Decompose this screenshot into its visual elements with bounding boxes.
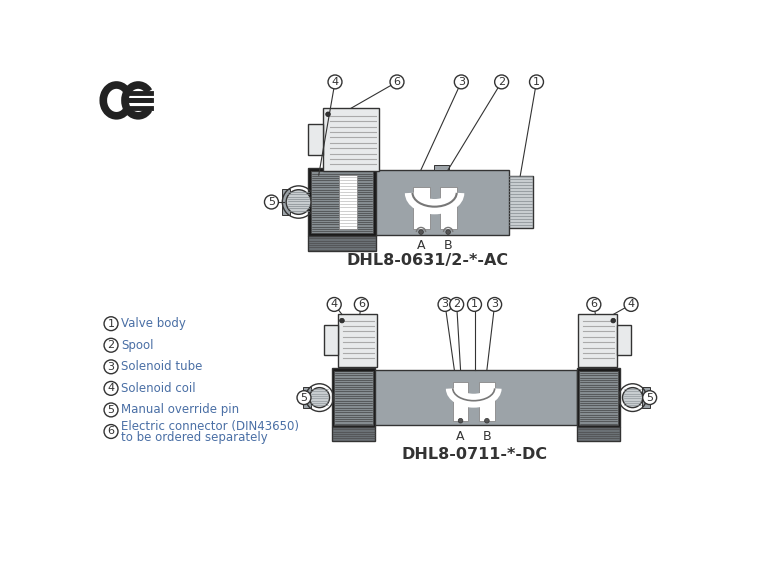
Text: 3: 3 bbox=[108, 362, 114, 372]
Circle shape bbox=[624, 298, 638, 311]
Bar bbox=[412, 187, 430, 229]
Text: 6: 6 bbox=[358, 299, 365, 310]
Circle shape bbox=[104, 403, 118, 417]
Bar bbox=[332, 368, 375, 427]
Text: 6: 6 bbox=[590, 299, 597, 310]
Circle shape bbox=[104, 382, 118, 396]
Bar bbox=[372, 370, 577, 425]
Text: 2: 2 bbox=[108, 340, 114, 350]
Text: 1: 1 bbox=[533, 77, 540, 87]
Bar bbox=[332, 427, 375, 441]
Text: 3: 3 bbox=[458, 77, 465, 87]
Bar bbox=[324, 325, 338, 354]
Bar bbox=[617, 325, 631, 354]
Circle shape bbox=[587, 298, 601, 311]
Bar bbox=[338, 314, 377, 367]
Bar bbox=[434, 165, 449, 170]
Circle shape bbox=[297, 391, 311, 405]
Circle shape bbox=[449, 298, 464, 311]
Bar bbox=[311, 171, 373, 233]
Circle shape bbox=[340, 318, 344, 323]
Bar bbox=[578, 314, 617, 367]
Bar bbox=[642, 387, 650, 408]
Circle shape bbox=[468, 298, 481, 311]
Text: 6: 6 bbox=[393, 77, 400, 87]
Text: A: A bbox=[417, 240, 425, 252]
Bar bbox=[334, 371, 373, 425]
Text: A: A bbox=[456, 430, 465, 443]
Circle shape bbox=[495, 75, 509, 89]
Bar bbox=[577, 368, 620, 427]
Text: Spool: Spool bbox=[121, 339, 154, 351]
Bar bbox=[282, 189, 290, 215]
Bar bbox=[339, 175, 358, 229]
Circle shape bbox=[309, 387, 330, 408]
Text: B: B bbox=[444, 240, 453, 252]
Text: 5: 5 bbox=[108, 405, 114, 415]
Text: Solenoid coil: Solenoid coil bbox=[121, 382, 196, 395]
Circle shape bbox=[530, 75, 543, 89]
Bar bbox=[479, 382, 495, 420]
Bar bbox=[453, 382, 468, 420]
Text: Manual override pin: Manual override pin bbox=[121, 404, 240, 416]
Circle shape bbox=[287, 190, 311, 215]
Text: 5: 5 bbox=[646, 393, 653, 403]
Text: Electric connector (DIN43650): Electric connector (DIN43650) bbox=[121, 420, 299, 433]
Circle shape bbox=[390, 75, 404, 89]
Circle shape bbox=[438, 298, 452, 311]
Text: 5: 5 bbox=[300, 393, 308, 403]
Text: 6: 6 bbox=[108, 426, 114, 437]
Circle shape bbox=[484, 418, 489, 423]
Text: 5: 5 bbox=[268, 197, 275, 207]
Bar bbox=[579, 371, 618, 425]
Text: 4: 4 bbox=[108, 383, 114, 393]
Circle shape bbox=[643, 391, 656, 405]
Text: 4: 4 bbox=[331, 77, 339, 87]
Text: 4: 4 bbox=[628, 299, 634, 310]
Circle shape bbox=[265, 195, 278, 209]
Circle shape bbox=[622, 387, 643, 408]
Text: B: B bbox=[483, 430, 491, 443]
Text: DHL8-0631/2-*-AC: DHL8-0631/2-*-AC bbox=[347, 253, 509, 268]
Text: 2: 2 bbox=[453, 299, 460, 310]
Circle shape bbox=[104, 338, 118, 352]
Circle shape bbox=[418, 230, 424, 234]
Circle shape bbox=[327, 298, 341, 311]
Circle shape bbox=[487, 298, 502, 311]
Text: 4: 4 bbox=[330, 299, 338, 310]
Text: 3: 3 bbox=[442, 299, 449, 310]
Text: to be ordered separately: to be ordered separately bbox=[121, 431, 268, 444]
Text: 1: 1 bbox=[108, 318, 114, 329]
Circle shape bbox=[104, 360, 118, 374]
Bar bbox=[308, 168, 376, 236]
Circle shape bbox=[104, 425, 118, 438]
Circle shape bbox=[328, 75, 342, 89]
Text: 2: 2 bbox=[498, 77, 505, 87]
Text: Solenoid tube: Solenoid tube bbox=[121, 360, 202, 374]
Circle shape bbox=[326, 112, 330, 117]
Bar bbox=[577, 427, 620, 441]
Text: Valve body: Valve body bbox=[121, 317, 186, 330]
Bar bbox=[308, 124, 324, 155]
Circle shape bbox=[611, 318, 615, 323]
Bar bbox=[324, 108, 379, 171]
Circle shape bbox=[446, 230, 450, 234]
Bar bbox=[374, 170, 509, 235]
Text: 1: 1 bbox=[471, 299, 478, 310]
Bar bbox=[308, 236, 376, 251]
Text: DHL8-0711-*-DC: DHL8-0711-*-DC bbox=[402, 447, 547, 462]
Circle shape bbox=[454, 75, 468, 89]
Circle shape bbox=[355, 298, 368, 311]
Bar bbox=[440, 187, 456, 229]
Bar bbox=[508, 176, 533, 228]
Circle shape bbox=[459, 418, 463, 423]
Circle shape bbox=[104, 317, 118, 331]
Bar bbox=[303, 387, 311, 408]
Text: 3: 3 bbox=[491, 299, 498, 310]
